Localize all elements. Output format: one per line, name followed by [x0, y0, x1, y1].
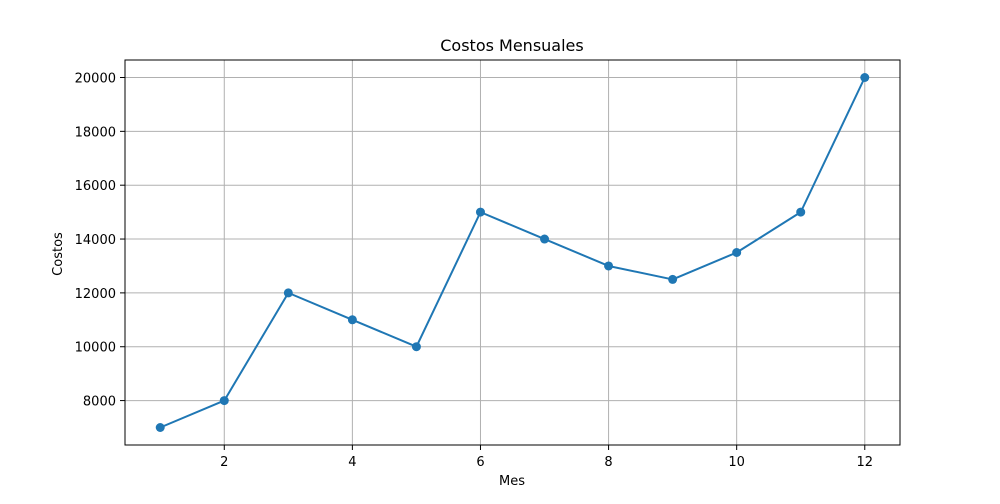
x-tick-label: 4	[348, 455, 356, 470]
y-tick-label: 16000	[75, 179, 116, 194]
data-point	[604, 261, 614, 271]
x-tick-label: 8	[604, 455, 612, 470]
y-tick-label: 8000	[83, 395, 116, 410]
data-point	[475, 207, 485, 217]
series-layer	[155, 73, 870, 432]
y-tick-label: 12000	[75, 287, 116, 302]
x-tick-label: 2	[220, 455, 228, 470]
y-tick-label: 14000	[75, 233, 116, 248]
y-tick-label: 10000	[75, 341, 116, 356]
y-axis-label: Costos	[51, 232, 66, 276]
y-tick-label: 18000	[75, 125, 116, 140]
data-point	[540, 234, 550, 244]
data-point	[219, 396, 229, 406]
series-line	[159, 76, 866, 429]
plot-frame	[124, 59, 901, 446]
data-point	[732, 248, 742, 257]
data-point	[347, 315, 357, 325]
data-point	[283, 288, 293, 298]
x-axis-label: Mes	[499, 474, 525, 489]
x-tick-label: 10	[728, 455, 745, 470]
data-point	[796, 207, 806, 217]
x-tick-label: 6	[476, 455, 484, 470]
x-tick-label: 12	[856, 455, 873, 470]
data-point	[668, 274, 678, 284]
axes-layer: 2 4 6 8 10 12 8000 10000 12000 14000 16000 18000 200…	[75, 59, 901, 470]
chart-title: Costos Mensuales	[440, 36, 583, 55]
grid-layer	[125, 60, 900, 445]
data-point	[411, 342, 421, 352]
y-tick-label: 20000	[75, 72, 116, 87]
data-point	[155, 423, 165, 432]
data-point	[860, 73, 870, 82]
